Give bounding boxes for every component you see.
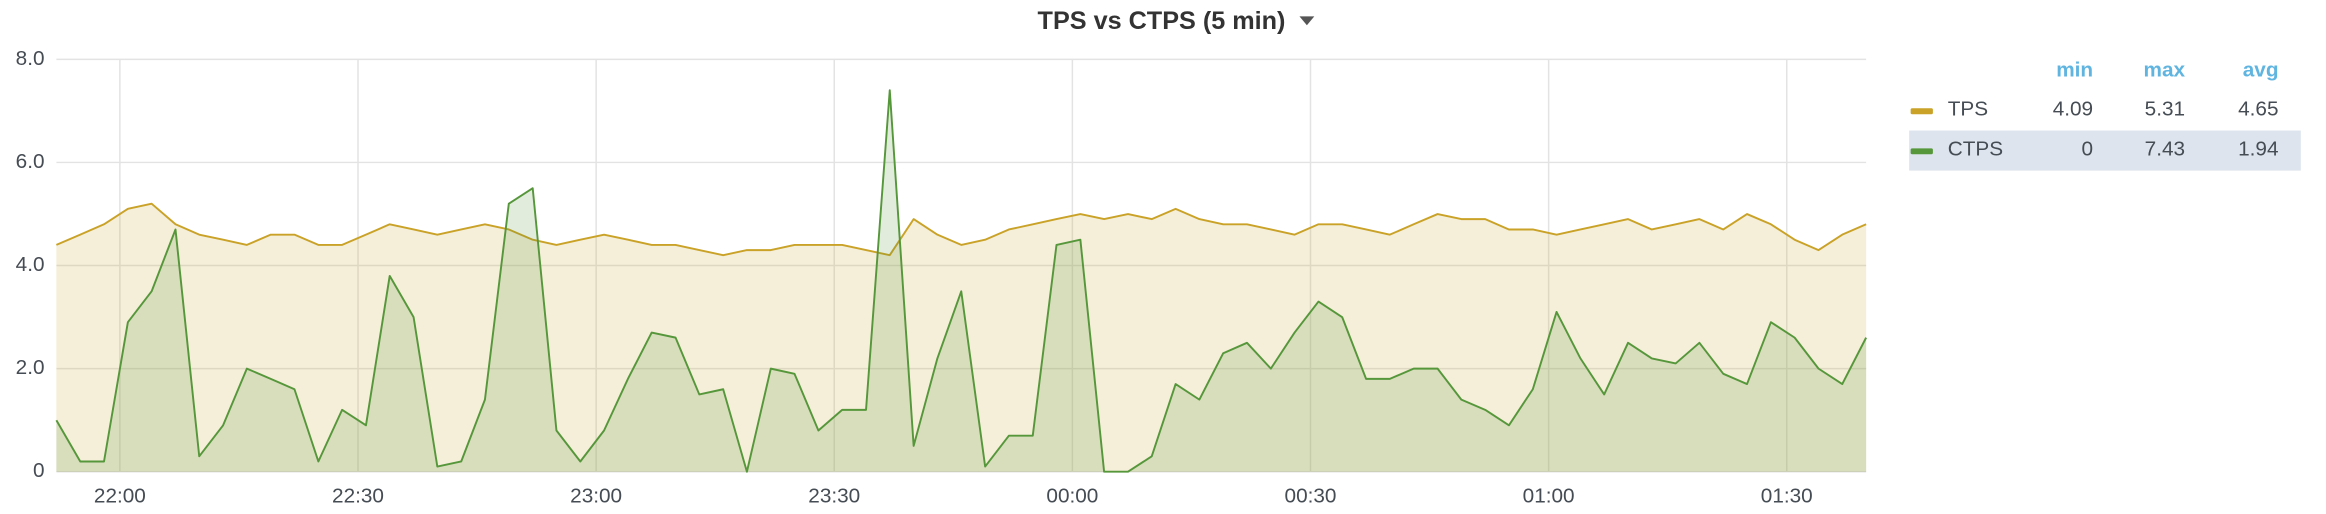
- x-tick-label: 01:00: [1523, 484, 1575, 507]
- panel-title[interactable]: TPS vs CTPS (5 min): [1038, 7, 1286, 35]
- legend-stat: 1.94: [2238, 137, 2278, 160]
- legend-row-highlight: [1909, 130, 2301, 171]
- legend-stat: 4.65: [2238, 97, 2278, 120]
- legend-column-header: min: [2056, 59, 2093, 82]
- x-tick-label: 01:30: [1761, 484, 1813, 507]
- series-area: [56, 203, 1867, 472]
- legend-column-header: avg: [2243, 59, 2279, 82]
- y-tick-label: 4.0: [16, 253, 45, 276]
- legend-swatch: [1910, 148, 1933, 155]
- legend-series-name[interactable]: CTPS: [1948, 137, 2003, 160]
- x-tick-label: 23:30: [808, 484, 860, 507]
- x-tick-label: 22:00: [94, 484, 146, 507]
- series-area: [56, 90, 1867, 472]
- y-tick-label: 6.0: [16, 150, 45, 173]
- x-tick-label: 00:00: [1046, 484, 1098, 507]
- plot: 0 2.0 4.0 6.0 8.0 22:00 22:30 23:00 23:30 00:00 00…: [16, 47, 1867, 507]
- legend-stat: 7.43: [2145, 137, 2185, 160]
- series-line: [55, 89, 1867, 473]
- legend-stat: 4.09: [2053, 97, 2093, 120]
- y-tick-label: 2.0: [16, 356, 45, 379]
- legend: min max avg TPS 4.09 5.31 4.65 CTPS 0 7.43 1.94: [1909, 59, 2301, 171]
- legend-series-name[interactable]: TPS: [1948, 97, 1988, 120]
- legend-stat: 0: [2082, 137, 2094, 160]
- legend-stat: 5.31: [2145, 97, 2185, 120]
- y-tick-label: 8.0: [16, 47, 45, 70]
- legend-swatch: [1910, 108, 1933, 115]
- x-tick-label: 00:30: [1285, 484, 1337, 507]
- series-line: [55, 202, 1867, 257]
- x-tick-label: 23:00: [570, 484, 622, 507]
- x-tick-label: 22:30: [332, 484, 384, 507]
- title-menu-caret[interactable]: [1299, 16, 1315, 26]
- y-tick-label: 0: [33, 459, 45, 482]
- legend-column-header: max: [2144, 59, 2186, 82]
